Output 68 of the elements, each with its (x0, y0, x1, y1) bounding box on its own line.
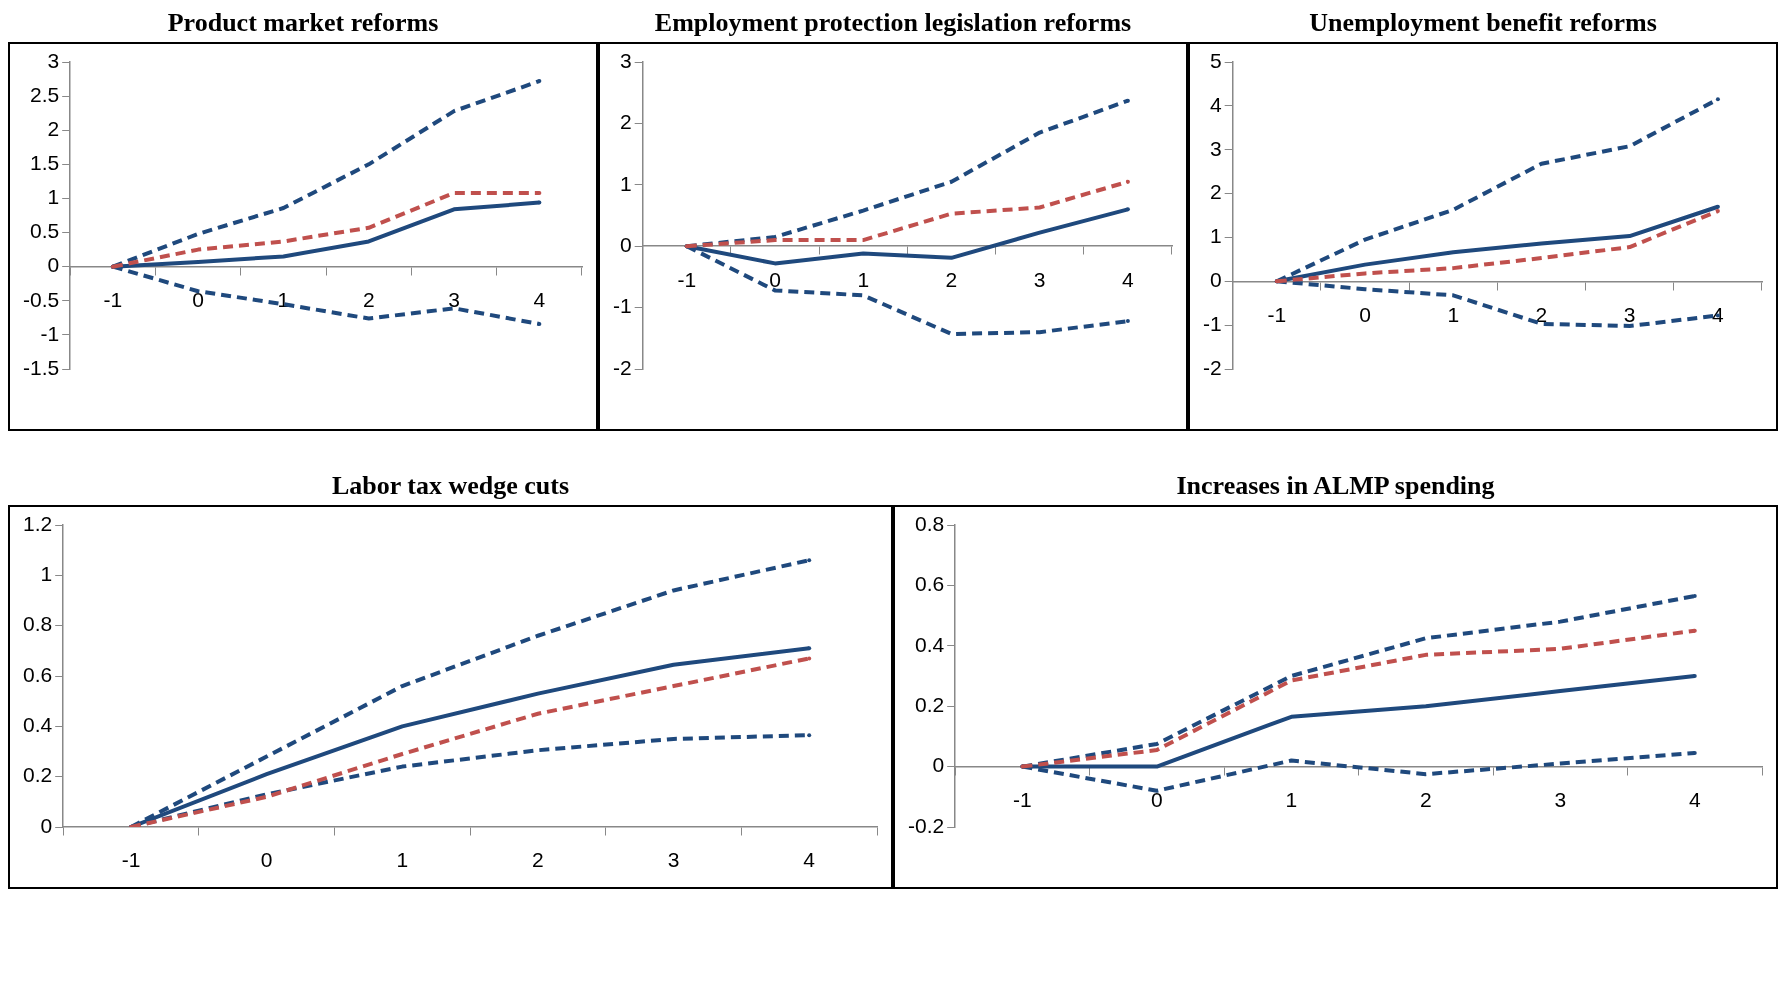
x-tick-label: -1 (1013, 788, 1032, 811)
x-tick-label: 1 (396, 848, 409, 872)
y-tick-label: 0 (40, 813, 53, 837)
y-tick-label: -1.5 (23, 355, 60, 379)
x-tick-label: -1 (1267, 302, 1287, 326)
y-tick-label: 5 (1209, 48, 1222, 72)
x-tick-label: 3 (1554, 788, 1567, 811)
chart-title: Increases in ALMP spending (1175, 471, 1496, 502)
y-tick-label: -2 (612, 355, 632, 379)
x-tick-label: 0 (192, 288, 204, 312)
x-tick-label: 2 (362, 288, 375, 312)
y-tick-label: 1.2 (22, 511, 53, 535)
x-tick-label: 4 (803, 848, 816, 872)
x-tick-label: -1 (103, 288, 123, 312)
y-tick-label: -1 (40, 321, 60, 345)
y-tick-label: 3 (1209, 136, 1222, 160)
y-tick-label: 1 (619, 171, 632, 195)
y-tick-label: 0.2 (22, 763, 53, 787)
x-tick-label: 4 (1122, 267, 1135, 291)
x-tick-label: 3 (1623, 302, 1636, 326)
chart-title: Product market reforms (166, 8, 440, 39)
y-tick-label: 0.5 (29, 219, 60, 243)
y-tick-label: 4 (1209, 92, 1222, 116)
x-tick-label: 1 (277, 288, 290, 312)
x-tick-label: 0 (260, 848, 273, 872)
y-tick-label: -0.5 (23, 287, 60, 311)
y-tick-label: 0.6 (914, 572, 945, 596)
y-tick-label: 3 (619, 48, 632, 72)
y-tick-label: 0.6 (22, 662, 53, 686)
y-tick-label: 2 (47, 117, 60, 141)
line-series (1020, 628, 1697, 769)
y-tick-label: 1 (1209, 224, 1222, 248)
x-tick-label: 2 (1419, 788, 1432, 811)
y-tick-label: -2 (1202, 355, 1222, 379)
y-tick-label: 0.8 (22, 612, 53, 636)
x-tick-label: 1 (857, 267, 870, 291)
x-tick-label: 1 (1447, 302, 1460, 326)
chart-title: Employment protection legislation reforms (653, 8, 1133, 39)
x-tick-label: 0 (1359, 302, 1371, 326)
y-tick-label: 0 (932, 753, 945, 777)
x-tick-label: 0 (1151, 788, 1163, 811)
x-tick-label: 4 (533, 288, 546, 312)
x-tick-label: 1 (1285, 788, 1298, 811)
x-tick-label: -1 (121, 848, 141, 872)
y-tick-label: -0.2 (908, 813, 945, 837)
x-tick-label: 4 (1688, 788, 1701, 811)
y-tick-label: 0.4 (914, 632, 945, 656)
y-tick-label: 0 (619, 233, 632, 256)
y-tick-label: 1 (47, 185, 60, 209)
y-tick-label: 2 (619, 110, 632, 134)
x-tick-label: -1 (677, 267, 697, 291)
y-tick-label: 1.5 (29, 151, 60, 175)
y-tick-label: 1 (40, 562, 53, 586)
x-tick-label: 4 (1712, 302, 1725, 326)
y-tick-label: 0.2 (914, 693, 945, 716)
x-tick-label: 3 (667, 848, 680, 872)
x-tick-label: 0 (769, 267, 781, 291)
y-tick-label: 0.8 (914, 511, 945, 535)
y-tick-label: 2 (1209, 180, 1222, 204)
y-tick-label: 2.5 (29, 82, 60, 106)
chart-title: Unemployment benefit reforms (1308, 8, 1658, 39)
x-tick-label: 2 (532, 848, 544, 872)
x-tick-label: 3 (448, 288, 460, 312)
x-tick-label: 2 (1535, 302, 1548, 326)
chart-title: Labor tax wedge cuts (330, 471, 571, 502)
y-tick-label: 3 (47, 48, 60, 72)
y-tick-label: 0.4 (22, 713, 53, 737)
x-tick-label: 3 (1033, 267, 1046, 291)
